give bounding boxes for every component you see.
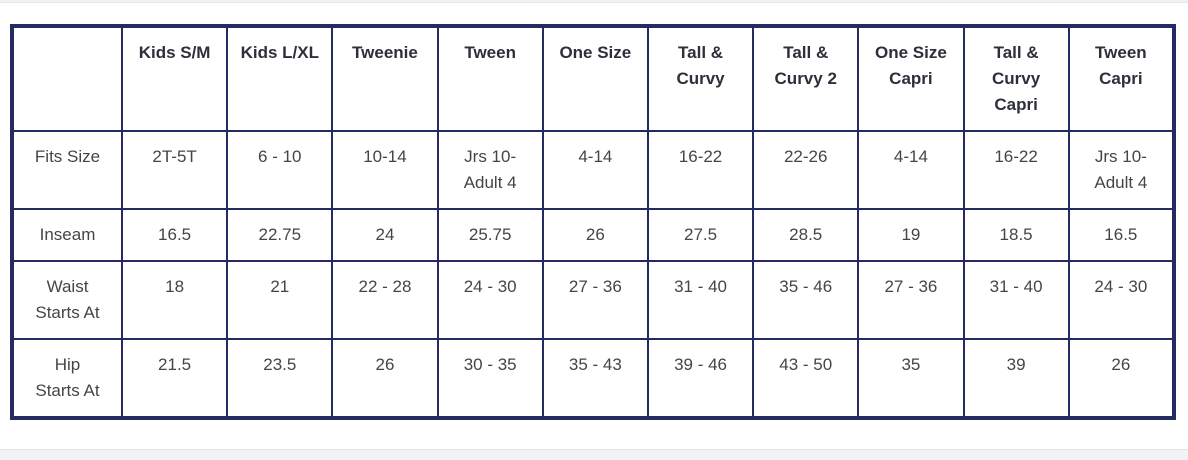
table-cell: 43 - 50 bbox=[752, 338, 860, 419]
row-label-fits-size: Fits Size bbox=[11, 130, 123, 210]
column-header-tween-capri: Tween Capri bbox=[1067, 25, 1176, 132]
table-cell: 35 - 43 bbox=[541, 338, 649, 419]
column-header-tall-curvy: Tall & Curvy bbox=[646, 25, 755, 132]
table-cell: 19 bbox=[857, 208, 965, 262]
column-header-kids-sm: Kids S/M bbox=[120, 25, 229, 132]
table-cell: 25.75 bbox=[436, 208, 544, 262]
table-cell: 16.5 bbox=[1067, 208, 1176, 262]
table-cell: 23.5 bbox=[226, 338, 334, 419]
table-cell: 24 bbox=[331, 208, 439, 262]
table-cell: 18.5 bbox=[962, 208, 1070, 262]
page-top-strip bbox=[0, 0, 1188, 3]
table-cell: 16-22 bbox=[646, 130, 755, 210]
table-cell: 22 - 28 bbox=[331, 260, 439, 340]
table-cell: 27 - 36 bbox=[541, 260, 649, 340]
size-chart-table: Kids S/M Kids L/XL Tweenie Tween One Siz… bbox=[10, 24, 1176, 420]
table-cell: 18 bbox=[120, 260, 229, 340]
table-cell: 27 - 36 bbox=[857, 260, 965, 340]
column-header-blank bbox=[11, 25, 123, 132]
column-header-tall-curvy-2: Tall & Curvy 2 bbox=[752, 25, 860, 132]
column-header-kids-lxl: Kids L/XL bbox=[226, 25, 334, 132]
table-row-waist-starts-at: Waist Starts At 18 21 22 - 28 24 - 30 27… bbox=[11, 260, 1176, 340]
table-cell: 16.5 bbox=[120, 208, 229, 262]
table-cell: 28.5 bbox=[752, 208, 860, 262]
column-header-tween: Tween bbox=[436, 25, 544, 132]
table-cell: 16-22 bbox=[962, 130, 1070, 210]
table-cell: 4-14 bbox=[857, 130, 965, 210]
table-cell: 6 - 10 bbox=[226, 130, 334, 210]
table-cell: 24 - 30 bbox=[436, 260, 544, 340]
column-header-tweenie: Tweenie bbox=[331, 25, 439, 132]
table-cell: 35 bbox=[857, 338, 965, 419]
table-row-fits-size: Fits Size 2T-5T 6 - 10 10-14 Jrs 10- Adu… bbox=[11, 130, 1176, 210]
table-cell: 2T-5T bbox=[120, 130, 229, 210]
table-row-hip-starts-at: Hip Starts At 21.5 23.5 26 30 - 35 35 - … bbox=[11, 338, 1176, 419]
table-cell: 4-14 bbox=[541, 130, 649, 210]
table-cell: 22.75 bbox=[226, 208, 334, 262]
table-cell: 26 bbox=[331, 338, 439, 419]
row-label-hip-starts-at: Hip Starts At bbox=[11, 338, 123, 419]
column-header-tall-curvy-capri: Tall & Curvy Capri bbox=[962, 25, 1070, 132]
table-cell: 39 - 46 bbox=[646, 338, 755, 419]
table-cell: 26 bbox=[541, 208, 649, 262]
table-cell: 21.5 bbox=[120, 338, 229, 419]
table-cell: 35 - 46 bbox=[752, 260, 860, 340]
row-label-waist-starts-at: Waist Starts At bbox=[11, 260, 123, 340]
table-cell: 39 bbox=[962, 338, 1070, 419]
table-cell: 24 - 30 bbox=[1067, 260, 1176, 340]
page-bottom-strip bbox=[0, 449, 1188, 460]
column-header-one-size-capri: One Size Capri bbox=[857, 25, 965, 132]
header-row: Kids S/M Kids L/XL Tweenie Tween One Siz… bbox=[11, 25, 1176, 132]
table-cell: 21 bbox=[226, 260, 334, 340]
table-row-inseam: Inseam 16.5 22.75 24 25.75 26 27.5 28.5 … bbox=[11, 208, 1176, 262]
column-header-one-size: One Size bbox=[541, 25, 649, 132]
table-cell: Jrs 10- Adult 4 bbox=[1067, 130, 1176, 210]
row-label-inseam: Inseam bbox=[11, 208, 123, 262]
table-cell: 22-26 bbox=[752, 130, 860, 210]
table-cell: Jrs 10- Adult 4 bbox=[436, 130, 544, 210]
table-cell: 31 - 40 bbox=[646, 260, 755, 340]
table-cell: 31 - 40 bbox=[962, 260, 1070, 340]
table-cell: 26 bbox=[1067, 338, 1176, 419]
table-cell: 27.5 bbox=[646, 208, 755, 262]
table-cell: 30 - 35 bbox=[436, 338, 544, 419]
table-cell: 10-14 bbox=[331, 130, 439, 210]
